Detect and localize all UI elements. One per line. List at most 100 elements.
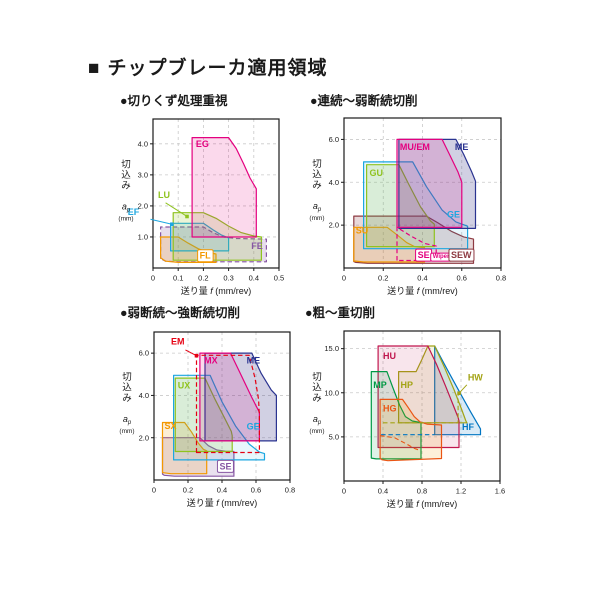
y-axis-title-char: 込 <box>312 383 322 394</box>
y-axis-title-char: 込 <box>121 170 131 181</box>
label-LU: LU <box>158 190 170 200</box>
page-title-text: チップブレーカ適用領域 <box>107 58 328 79</box>
x-tick-label: 0 <box>152 486 156 495</box>
region-FE <box>160 226 267 263</box>
chart-1: GU MU/EM ME GE SU SE Wiper SEW 0 0.2 0.4 0.6 0.8 2.0 4… <box>309 117 506 296</box>
region-MU/EM <box>396 138 463 228</box>
x-tick-label: 0.2 <box>183 486 193 495</box>
x-axis-title: 送り量 f (mm/rev) <box>387 285 458 296</box>
leader-line-LU <box>165 202 188 217</box>
axes: 0 0.4 0.8 1.2 1.6 5.0 10.0 15.0 送り量 f (mm/rev) 切込… <box>309 344 505 509</box>
region-labels: EM MX ME UX GE SX SE <box>165 336 261 473</box>
leader-marker-LU <box>185 214 189 219</box>
label-GE: GE <box>247 421 260 431</box>
label-ME: ME <box>455 142 469 152</box>
x-tick-label: 0 <box>342 487 346 496</box>
y-axis-title-char: み <box>312 393 322 404</box>
chart-subtitle-chip-control: ●切りくず処理重視 <box>120 94 228 108</box>
label-box-FL <box>197 249 214 263</box>
page-title: ■ チップブレーカ適用領域 <box>88 53 328 80</box>
breaker-regions <box>160 137 267 263</box>
region-labels: GU MU/EM ME GE SU SE Wiper SEW <box>356 142 475 262</box>
y-axis-title-char: 込 <box>312 170 322 181</box>
y-axis-title-char: 切 <box>121 160 131 171</box>
label-box-SEW <box>448 248 475 262</box>
chart-subtitle-heavy-cutting: ●粗〜重切削 <box>305 306 376 320</box>
label-GE: GE <box>447 210 460 220</box>
label-HG: HG <box>383 404 397 414</box>
label-UX: UX <box>178 380 191 390</box>
y-axis-unit: (mm) <box>119 428 134 435</box>
chart-3: HU MP HP HG HW HF 0 0.4 0.8 1.2 1.6 5.0 10.0 15.0 送り量 … <box>309 330 505 509</box>
leader-line-EM <box>185 349 197 357</box>
x-tick-label: 0.8 <box>417 487 427 496</box>
y-tick-label: 6.0 <box>139 349 149 358</box>
axes: 0 0.1 0.2 0.3 0.4 0.5 1.0 2.0 3.0 4.0 送り量 f (mm/re… <box>118 139 284 296</box>
y-tick-label: 2.0 <box>139 433 149 442</box>
region-labels: EG LU EF FL FE <box>128 139 263 263</box>
label-HF: HF <box>462 422 474 432</box>
y-tick-label: 10.0 <box>324 388 339 397</box>
x-tick-label: 0.2 <box>378 274 388 283</box>
x-axis-title: 送り量 f (mm/rev) <box>187 497 258 508</box>
y-tick-label: 4.0 <box>138 139 148 148</box>
x-tick-label: 0.8 <box>496 274 506 283</box>
label-MP: MP <box>373 380 387 390</box>
x-tick-label: 0.5 <box>274 274 284 283</box>
label-FE: FE <box>251 241 263 251</box>
y-axis-title-char: 切 <box>122 372 132 383</box>
label-HP: HP <box>401 380 414 390</box>
path-HG-inner <box>380 435 419 451</box>
x-tick-label: 0.4 <box>217 486 227 495</box>
region-EM <box>195 354 260 454</box>
label-FL: FL <box>200 251 211 261</box>
x-tick-label: 0 <box>342 274 346 283</box>
y-tick-label: 15.0 <box>324 344 339 353</box>
breaker-regions <box>370 345 482 462</box>
y-axis-title-char: み <box>122 393 132 404</box>
x-tick-label: 0.4 <box>249 274 259 283</box>
label-SEW: SEW <box>451 250 472 260</box>
y-tick-label: 2.0 <box>329 221 339 230</box>
leader-marker-EM <box>194 353 199 358</box>
y-axis-symbol: ap <box>313 414 322 426</box>
y-axis-title-char: 切 <box>312 372 322 383</box>
x-tick-label: 0.4 <box>378 487 388 496</box>
region-HP <box>398 345 468 424</box>
x-tick-label: 0.1 <box>173 274 183 283</box>
region-MX <box>199 352 260 442</box>
x-tick-label: 0.8 <box>285 486 295 495</box>
label-SX: SX <box>165 421 177 431</box>
x-tick-label: 0 <box>151 274 155 283</box>
leader-marker-HW <box>457 391 461 396</box>
breaker-regions <box>161 352 277 477</box>
label-MU/EM: MU/EM <box>400 142 430 152</box>
region-labels: HU MP HP HG HW HF <box>373 351 483 432</box>
plot-frame <box>152 118 280 269</box>
y-tick-label: 1.0 <box>138 233 148 242</box>
axes: 0 0.2 0.4 0.6 0.8 2.0 4.0 6.0 送り量 f (mm/rev) 切込みa… <box>309 135 506 296</box>
x-axis-title: 送り量 f (mm/rev) <box>387 498 458 509</box>
axes: 0 0.2 0.4 0.6 0.8 2.0 4.0 6.0 送り量 f (mm/rev) 切込みa… <box>119 349 295 508</box>
gridlines <box>153 119 279 268</box>
y-axis-unit: (mm) <box>309 428 324 435</box>
label-EG: EG <box>196 139 209 149</box>
label-SE: SE <box>418 250 430 260</box>
region-GE <box>173 374 266 461</box>
y-tick-label: 3.0 <box>138 170 148 179</box>
y-tick-label: 5.0 <box>329 432 339 441</box>
chart-2: EM MX ME UX GE SX SE 0 0.2 0.4 0.6 0.8 2.0 4.0 6.0 送り量 … <box>119 331 295 508</box>
label-ME: ME <box>247 356 261 366</box>
y-axis-title-char: み <box>312 180 322 191</box>
leader-marker-EF <box>170 222 174 227</box>
x-tick-label: 0.6 <box>457 274 467 283</box>
region-EG <box>191 137 257 238</box>
title-square-marker: ■ <box>88 58 101 79</box>
label-HU: HU <box>383 351 396 361</box>
y-axis-unit: (mm) <box>309 215 324 222</box>
y-tick-label: 4.0 <box>139 391 149 400</box>
gridlines <box>344 331 500 481</box>
y-axis-title-char: 込 <box>122 383 132 394</box>
